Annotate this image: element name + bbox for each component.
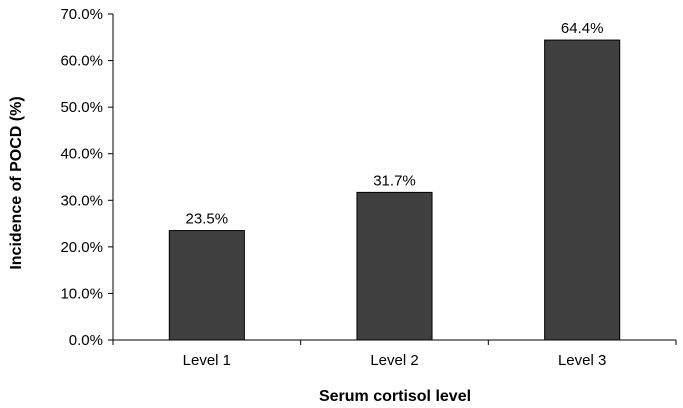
y-tick-label: 50.0%: [60, 99, 103, 116]
y-tick-label: 20.0%: [60, 239, 103, 256]
bar: [544, 39, 621, 341]
y-tick-label: 10.0%: [60, 285, 103, 302]
y-tick-label: 70.0%: [60, 6, 103, 23]
bar: [168, 230, 245, 341]
x-axis-title: Serum cortisol level: [319, 388, 471, 405]
data-labels: 23.5% 31.7% 64.4%: [186, 20, 604, 227]
bars: [168, 39, 621, 341]
bar-value-label: 64.4%: [561, 20, 604, 37]
bar: [356, 191, 433, 341]
x-tick-label: Level 2: [370, 352, 418, 369]
y-tick-label: 0.0%: [69, 332, 103, 349]
y-tick-label: 30.0%: [60, 192, 103, 209]
x-tick-label: Level 3: [558, 352, 606, 369]
bar-value-label: 23.5%: [186, 211, 229, 228]
x-axis: Level 1 Level 2 Level 3: [112, 339, 677, 369]
y-axis: 0.0% 10.0% 20.0% 30.0% 40.0% 50.0% 60.0% 70.0%: [60, 6, 114, 349]
y-axis-title: Incidence of POCD (%): [8, 96, 25, 269]
bar-value-label: 31.7%: [373, 172, 416, 189]
x-tick-label: Level 1: [183, 352, 231, 369]
y-tick-label: 40.0%: [60, 146, 103, 163]
y-tick-label: 60.0%: [60, 53, 103, 70]
